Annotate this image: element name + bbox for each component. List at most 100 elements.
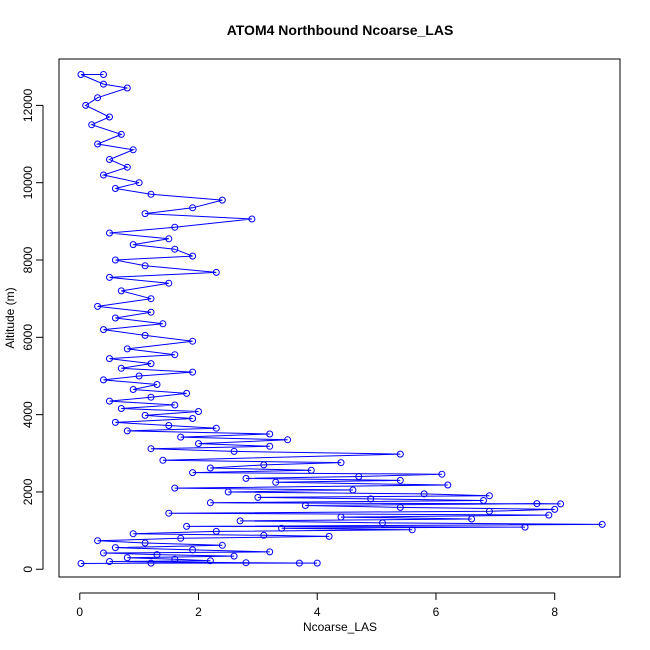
data-point: [88, 121, 96, 129]
data-point: [212, 424, 220, 432]
data-point: [337, 513, 345, 521]
data-point: [396, 450, 404, 458]
data-point: [444, 481, 452, 489]
data-point: [557, 500, 565, 508]
data-point: [485, 507, 493, 515]
data-point: [224, 488, 232, 496]
data-marks: [77, 71, 606, 567]
data-point: [325, 532, 333, 540]
data-point: [147, 360, 155, 368]
data-point: [129, 386, 137, 393]
data-point: [117, 405, 125, 412]
data-point: [189, 469, 197, 477]
data-point: [212, 527, 220, 535]
data-point: [218, 196, 226, 204]
data-point: [111, 314, 119, 322]
data-point: [485, 492, 493, 500]
data-point: [521, 523, 529, 531]
y-tick-label: 4000: [21, 401, 35, 428]
data-point: [106, 229, 113, 237]
data-point: [123, 84, 131, 92]
data-point: [106, 273, 113, 281]
y-tick-label: 8000: [21, 246, 35, 273]
y-tick-label: 12000: [21, 88, 35, 122]
data-point: [355, 473, 363, 480]
data-point: [123, 554, 131, 562]
y-axis: 0 2000 4000 6000 8000 10000 12000: [21, 88, 44, 573]
data-point: [272, 478, 280, 486]
data-point: [266, 548, 274, 556]
data-point: [135, 179, 143, 187]
data-point: [218, 541, 226, 549]
data-point: [141, 262, 149, 270]
y-tick-label: 6000: [21, 324, 35, 351]
data-point: [123, 345, 131, 353]
data-point: [307, 466, 315, 474]
data-point: [111, 256, 119, 264]
data-point: [396, 476, 404, 484]
data-point: [171, 401, 179, 409]
data-point: [94, 140, 102, 148]
data-point: [189, 204, 197, 212]
data-point: [129, 146, 137, 154]
data-point: [266, 442, 274, 450]
y-axis-label: Altitude (m): [3, 287, 17, 348]
data-point: [420, 490, 428, 498]
data-point: [123, 163, 131, 171]
data-point: [230, 552, 238, 560]
data-point: [153, 381, 161, 388]
data-point: [212, 268, 220, 276]
data-point: [147, 308, 155, 316]
data-point: [129, 530, 137, 538]
data-point: [206, 464, 214, 472]
data-point: [598, 520, 606, 528]
data-point: [171, 484, 179, 492]
data-point: [438, 470, 446, 478]
data-point: [189, 415, 197, 422]
data-point: [171, 245, 179, 253]
x-tick-label: 8: [551, 605, 558, 619]
data-point: [100, 80, 107, 88]
data-point: [189, 252, 197, 260]
data-point: [545, 511, 553, 519]
series-line: [80, 74, 603, 564]
data-point: [165, 422, 173, 429]
data-point: [159, 320, 167, 328]
data-point: [171, 351, 179, 359]
data-point: [189, 337, 197, 345]
data-point: [260, 531, 268, 539]
data-point: [100, 376, 107, 384]
chart-title: ATOM4 Northbound Ncoarse_LAS: [227, 22, 454, 38]
data-point: [153, 551, 161, 559]
y-tick-label: 10000: [21, 166, 35, 200]
data-point: [135, 372, 143, 380]
data-point: [295, 559, 303, 567]
data-point: [82, 101, 90, 109]
y-tick-label: 2000: [21, 478, 35, 505]
data-point: [236, 517, 244, 525]
data-point: [111, 544, 119, 552]
data-point: [106, 113, 113, 121]
data-point: [141, 539, 149, 547]
data-point: [206, 499, 214, 507]
data-point: [94, 537, 102, 545]
data-point: [189, 368, 197, 376]
data-point: [100, 71, 107, 78]
data-point: [551, 505, 559, 513]
data-point: [141, 331, 149, 339]
data-point: [100, 171, 107, 179]
data-point: [117, 364, 125, 372]
data-point: [396, 503, 404, 511]
data-point: [111, 185, 119, 192]
data-point: [171, 555, 179, 563]
data-point: [117, 130, 125, 138]
data-point: [77, 560, 85, 567]
data-point: [301, 502, 309, 509]
data-point: [206, 557, 214, 565]
data-point: [313, 559, 321, 567]
data-point: [379, 519, 386, 527]
data-point: [106, 156, 113, 163]
data-point: [189, 546, 197, 554]
data-point: [117, 287, 125, 295]
data-point: [242, 559, 250, 567]
